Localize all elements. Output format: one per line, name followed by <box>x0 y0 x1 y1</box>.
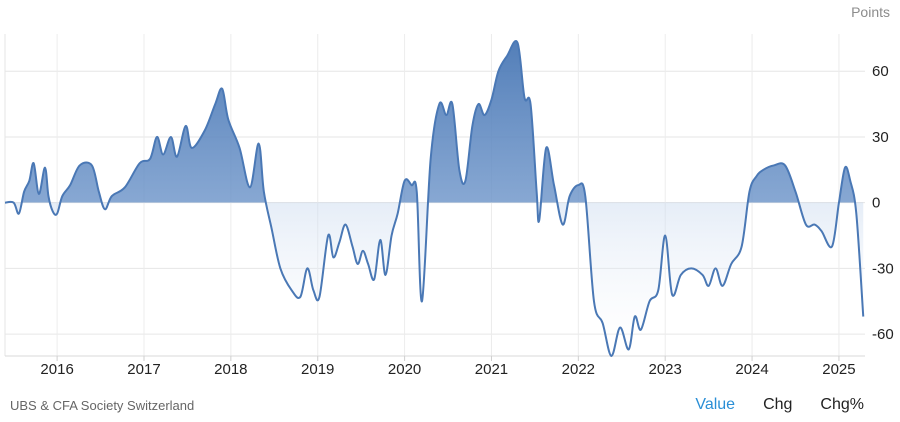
tab-value[interactable]: Value <box>695 396 736 413</box>
y-tick-label: -60 <box>872 326 894 343</box>
series-line <box>4 40 865 358</box>
view-tabs: Value Chg Chg% <box>667 396 864 414</box>
y-tick-label: 60 <box>872 63 889 80</box>
area-negative <box>5 202 864 356</box>
y-tick-label: 30 <box>872 129 889 146</box>
x-tick-label: 2017 <box>127 361 160 378</box>
x-tick-label: 2024 <box>735 361 768 378</box>
x-tick-label: 2025 <box>822 361 855 378</box>
x-axis: 2016 2017 2018 2019 2020 2021 2022 2023 2024 2025 <box>40 356 856 378</box>
x-tick-label: 2016 <box>40 361 73 378</box>
tab-chg[interactable]: Chg <box>763 396 793 413</box>
x-tick-label: 2019 <box>301 361 334 378</box>
tab-chg-percent[interactable]: Chg% <box>820 396 864 413</box>
y-axis: 60 30 0 -30 -60 <box>872 63 894 343</box>
area-positive <box>5 41 856 203</box>
y-axis-unit-label: Points <box>851 4 890 20</box>
x-tick-label: 2020 <box>388 361 421 378</box>
source-label: UBS & CFA Society Switzerland <box>10 398 195 413</box>
x-tick-label: 2023 <box>649 361 682 378</box>
x-tick-label: 2022 <box>562 361 595 378</box>
x-tick-label: 2018 <box>214 361 247 378</box>
y-tick-label: -30 <box>872 260 894 277</box>
area-fill <box>5 41 864 356</box>
x-tick-label: 2021 <box>475 361 508 378</box>
y-tick-label: 0 <box>872 195 880 212</box>
chart-canvas: 60 30 0 -30 -60 2016 2017 2018 2019 2020 2021 2022… <box>4 4 894 378</box>
